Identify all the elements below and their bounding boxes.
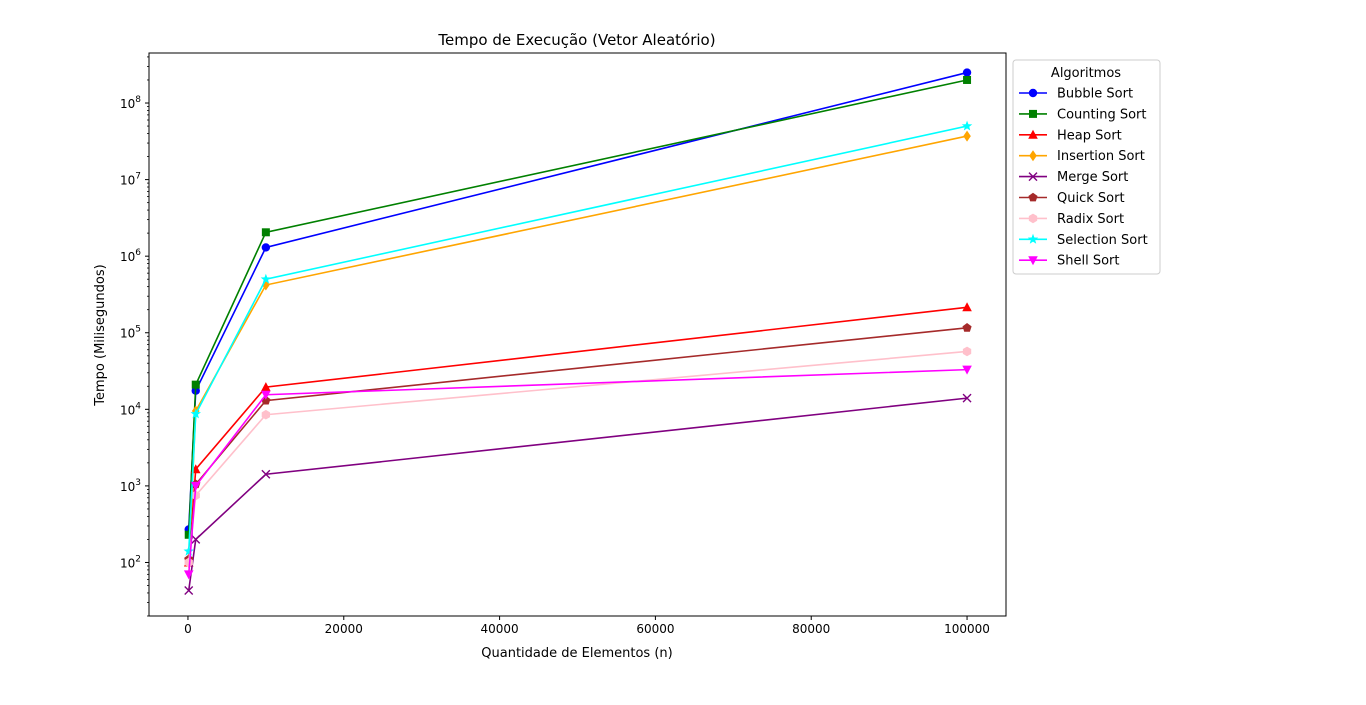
series-line bbox=[187, 135, 968, 563]
series-line bbox=[187, 306, 968, 563]
legend-label: Insertion Sort bbox=[1057, 149, 1145, 164]
data-point bbox=[191, 534, 201, 544]
series-merge-sort bbox=[184, 393, 972, 596]
series-bubble-sort bbox=[184, 68, 972, 534]
data-point bbox=[962, 393, 972, 403]
series-counting-sort bbox=[184, 75, 972, 539]
legend-label: Shell Sort bbox=[1057, 254, 1120, 269]
data-point-stroke bbox=[191, 534, 201, 544]
legend-label: Merge Sort bbox=[1057, 170, 1128, 185]
series-layer bbox=[183, 68, 973, 596]
y-axis: 102 103 104 105 106 107 108 bbox=[120, 56, 149, 617]
legend-item: Selection Sort bbox=[1019, 233, 1148, 248]
data-point bbox=[190, 408, 201, 419]
x-tick-label: 40000 bbox=[480, 622, 518, 636]
data-point bbox=[1028, 172, 1038, 182]
series-radix-sort bbox=[184, 346, 972, 568]
legend-label: Selection Sort bbox=[1057, 233, 1148, 248]
data-point bbox=[261, 390, 271, 400]
y-tick-label: 106 bbox=[120, 248, 141, 264]
data-point bbox=[1029, 109, 1037, 118]
data-point bbox=[190, 481, 201, 491]
series-line bbox=[187, 79, 968, 535]
series-line bbox=[187, 125, 968, 552]
data-point-stroke bbox=[1028, 172, 1038, 182]
data-point bbox=[963, 75, 972, 84]
y-tick-label: 105 bbox=[120, 325, 141, 341]
legend-title: Algoritmos bbox=[1051, 66, 1121, 81]
data-point bbox=[1028, 129, 1038, 139]
data-point bbox=[963, 130, 971, 142]
series-shell-sort bbox=[183, 365, 972, 580]
data-point bbox=[1028, 192, 1038, 202]
data-point bbox=[1028, 88, 1038, 98]
y-tick-label: 107 bbox=[120, 172, 141, 188]
data-point bbox=[184, 586, 194, 596]
x-tick-label: 20000 bbox=[325, 622, 363, 636]
y-tick-label: 102 bbox=[120, 554, 141, 570]
x-tick-label: 60000 bbox=[636, 622, 674, 636]
legend-item: Radix Sort bbox=[1019, 212, 1124, 227]
legend-label: Heap Sort bbox=[1057, 128, 1122, 143]
data-point bbox=[961, 120, 973, 131]
y-tick-label: 103 bbox=[120, 478, 141, 494]
legend-box bbox=[1012, 59, 1161, 275]
x-tick-label: 100000 bbox=[944, 622, 990, 636]
data-point bbox=[261, 409, 271, 420]
legend-item: Bubble Sort bbox=[1019, 87, 1133, 102]
data-point bbox=[1028, 213, 1038, 224]
legend-item: Heap Sort bbox=[1019, 128, 1122, 143]
data-point bbox=[184, 557, 193, 568]
data-point bbox=[1029, 150, 1037, 162]
legend-item: Quick Sort bbox=[1019, 191, 1125, 206]
legend-item: Counting Sort bbox=[1019, 107, 1147, 122]
chart-title: Tempo de Execução (Vetor Aleatório) bbox=[437, 31, 715, 49]
x-axis: 0 20000 40000 60000 80000 100000 bbox=[184, 616, 990, 636]
data-point bbox=[183, 545, 194, 556]
x-tick-label: 0 bbox=[184, 622, 192, 636]
data-point bbox=[962, 68, 972, 77]
data-point bbox=[261, 469, 271, 479]
data-point bbox=[261, 243, 271, 252]
data-point bbox=[962, 346, 972, 357]
data-point bbox=[962, 323, 972, 332]
series-line bbox=[187, 397, 968, 591]
data-point bbox=[962, 302, 972, 312]
legend-label: Counting Sort bbox=[1057, 107, 1147, 122]
legend-item: Shell Sort bbox=[1019, 254, 1120, 269]
data-point bbox=[1028, 256, 1038, 266]
data-point bbox=[1027, 233, 1039, 244]
data-point bbox=[183, 570, 194, 580]
data-point-stroke bbox=[962, 393, 972, 403]
y-axis-label: Tempo (Milisegundos) bbox=[93, 264, 108, 406]
data-point-stroke bbox=[261, 469, 271, 479]
y-tick-label: 108 bbox=[120, 95, 141, 111]
legend-label: Radix Sort bbox=[1057, 212, 1124, 227]
plot-frame bbox=[148, 52, 1007, 617]
series-insertion-sort bbox=[184, 130, 971, 568]
y-tick-label: 104 bbox=[120, 401, 141, 417]
data-point bbox=[260, 273, 272, 284]
data-point-stroke bbox=[184, 586, 194, 596]
series-line bbox=[187, 368, 968, 575]
series-quick-sort bbox=[184, 323, 972, 564]
series-selection-sort bbox=[183, 120, 973, 556]
data-point bbox=[962, 365, 972, 375]
series-line bbox=[187, 71, 968, 530]
data-point bbox=[191, 380, 200, 389]
x-axis-label: Quantidade de Elementos (n) bbox=[481, 646, 672, 661]
legend-item: Insertion Sort bbox=[1019, 149, 1145, 164]
legend: Algoritmos Bubble Sort Counting Sort Heap … bbox=[1012, 59, 1161, 275]
series-heap-sort bbox=[183, 302, 972, 567]
plot-area bbox=[148, 52, 1007, 617]
data-point bbox=[261, 228, 270, 237]
legend-label: Quick Sort bbox=[1057, 191, 1125, 206]
data-point bbox=[261, 382, 271, 392]
legend-item: Merge Sort bbox=[1019, 170, 1128, 185]
x-tick-label: 80000 bbox=[792, 622, 830, 636]
legend-label: Bubble Sort bbox=[1057, 87, 1133, 102]
data-point bbox=[184, 530, 193, 539]
